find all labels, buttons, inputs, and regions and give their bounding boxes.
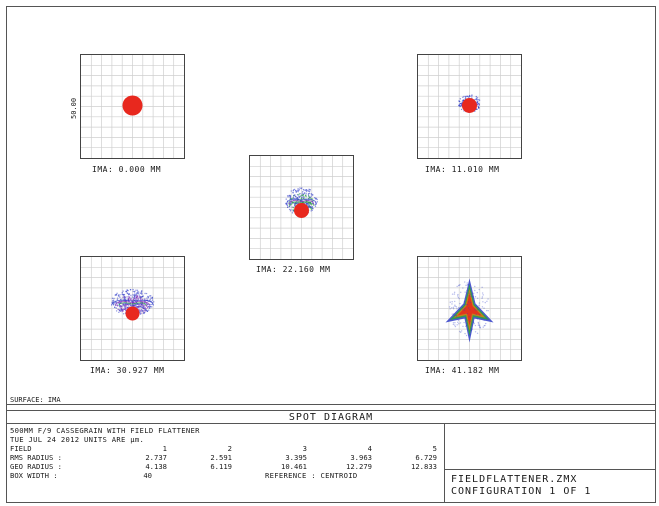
spot-arrow	[445, 278, 494, 343]
field-2-number: 2	[227, 444, 232, 453]
spot-field-5-plot	[418, 257, 521, 360]
grid	[418, 257, 521, 360]
spot-fan	[111, 299, 154, 307]
spot-diagram-window: 50.00 IMA: 0.000 MM IMA: 11.010 MM IMA: …	[6, 6, 656, 503]
geo-field-3: 10.461	[281, 462, 307, 471]
field-3-number: 3	[302, 444, 307, 453]
rms-field-2: 2.591	[210, 453, 232, 462]
spot-field-1-label: IMA: 0.000 MM	[92, 165, 162, 174]
grid	[418, 55, 521, 158]
rms-row-label: RMS RADIUS :	[10, 453, 62, 462]
spot-field-5-box	[417, 256, 522, 361]
field-4-number: 4	[367, 444, 372, 453]
field-row-label: FIELD	[10, 444, 32, 453]
surface-label: SURFACE: IMA	[10, 396, 61, 404]
geo-row-label: GEO RADIUS :	[10, 462, 62, 471]
geo-field-4: 12.279	[346, 462, 372, 471]
grid	[81, 55, 184, 158]
geo-field-2: 6.119	[210, 462, 232, 471]
spot-core	[125, 306, 140, 321]
spot-field-3-plot	[250, 156, 353, 259]
spot-field-2-label: IMA: 11.010 MM	[425, 165, 500, 174]
spot-field-1-box	[80, 54, 185, 159]
file-info-box: FIELDFLATTENER.ZMX CONFIGURATION 1 OF 1	[445, 469, 655, 503]
rms-field-5: 6.729	[415, 453, 437, 462]
date-units: TUE JUL 24 2012 UNITS ARE µm.	[10, 435, 145, 444]
file-name: FIELDFLATTENER.ZMX	[451, 474, 578, 485]
field-1-number: 1	[162, 444, 167, 453]
divider	[7, 404, 655, 405]
spot-field-4-plot	[81, 257, 184, 360]
spot-halo	[448, 281, 489, 337]
spot-field-4-label: IMA: 30.927 MM	[90, 366, 165, 375]
spot-field-1-plot	[81, 55, 184, 158]
title-bar: SPOT DIAGRAM	[7, 410, 655, 424]
spot-core	[462, 98, 477, 113]
spot-field-2-box	[417, 54, 522, 159]
rms-field-3: 3.395	[285, 453, 307, 462]
rms-field-4: 3.963	[350, 453, 372, 462]
spot-field-5-label: IMA: 41.182 MM	[425, 366, 500, 375]
spot-field-4-box	[80, 256, 185, 361]
box-width-value: 40	[143, 471, 152, 480]
configuration-label: CONFIGURATION 1 OF 1	[451, 486, 592, 497]
rms-field-1: 2.737	[145, 453, 167, 462]
box-width-label: BOX WIDTH :	[10, 471, 58, 480]
field-5-number: 5	[432, 444, 437, 453]
info-panel: 500MM F/9 CASSEGRAIN WITH FIELD FLATTENE…	[7, 424, 445, 502]
spot-field-3-label: IMA: 22.160 MM	[256, 265, 331, 274]
scale-bar-label: 50.00	[70, 97, 78, 119]
geo-field-1: 4.138	[145, 462, 167, 471]
spot-core	[122, 95, 143, 116]
plot-title: SPOT DIAGRAM	[288, 412, 374, 423]
system-description: 500MM F/9 CASSEGRAIN WITH FIELD FLATTENE…	[10, 426, 200, 435]
spot-core	[294, 203, 309, 218]
geo-field-5: 12.833	[411, 462, 437, 471]
file-info-panel: FIELDFLATTENER.ZMX CONFIGURATION 1 OF 1	[445, 424, 655, 502]
spot-field-3-box	[249, 155, 354, 260]
spot-field-2-plot	[418, 55, 521, 158]
reference-value: REFERENCE : CENTROID	[265, 471, 358, 480]
